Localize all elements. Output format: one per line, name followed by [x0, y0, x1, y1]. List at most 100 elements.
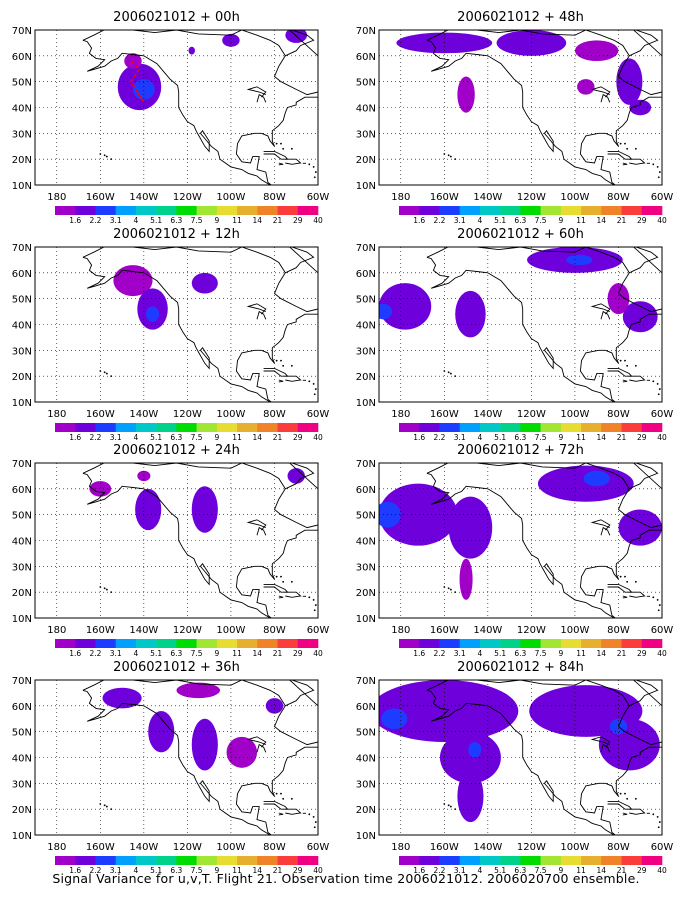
- island: [656, 599, 659, 601]
- variance-contour: [265, 698, 284, 714]
- coastline: [629, 463, 659, 490]
- y-tick-label: 10N: [356, 181, 376, 192]
- y-tick-label: 60N: [12, 269, 32, 280]
- island: [634, 364, 637, 367]
- colorbar-label: 2.2: [433, 649, 445, 658]
- x-tick-label: 60W: [307, 192, 330, 203]
- colorbar-swatch: [500, 856, 521, 865]
- colorbar-swatch: [95, 206, 116, 215]
- y-tick-label: 20N: [12, 805, 32, 816]
- x-tick-label: 140W: [129, 842, 158, 853]
- colorbar-swatch: [520, 639, 541, 648]
- colorbar-label: 4: [478, 866, 483, 875]
- island: [658, 821, 661, 823]
- island: [313, 609, 316, 612]
- x-tick-label: 140W: [129, 625, 158, 636]
- island: [105, 805, 108, 808]
- variance-contour: [188, 46, 196, 55]
- colorbar-swatch: [95, 639, 116, 648]
- x-tick-label: 120W: [173, 192, 202, 203]
- colorbar: 1.6 2.2 3.1 4 5.1 6.3 7.5 9 11 14 21 29 40: [399, 206, 667, 225]
- colorbar-swatch: [75, 639, 96, 648]
- x-tick-label: 80W: [607, 625, 630, 636]
- colorbar-label: 5.1: [150, 649, 162, 658]
- y-tick-label: 60N: [356, 269, 376, 280]
- colorbar-label: 40: [657, 649, 667, 658]
- island: [656, 816, 659, 818]
- y-tick-label: 30N: [356, 562, 376, 573]
- island: [657, 826, 660, 829]
- colorbar-label: 4: [134, 216, 139, 225]
- colorbar-swatch: [459, 639, 481, 648]
- coastline: [289, 463, 318, 490]
- coastline: [629, 375, 646, 382]
- variance-contour: [618, 509, 662, 546]
- coastline: [278, 379, 284, 383]
- coastline: [82, 472, 271, 618]
- y-tick-label: 50N: [356, 728, 376, 739]
- island: [454, 808, 457, 811]
- y-tick-label: 50N: [12, 728, 32, 739]
- colorbar-label: 21: [273, 649, 283, 658]
- x-tick-label: 60W: [307, 625, 330, 636]
- coastline: [289, 680, 318, 707]
- coastline: [600, 310, 611, 320]
- colorbar-label: 6.3: [514, 649, 526, 658]
- island: [619, 142, 622, 145]
- colorbar-swatch: [297, 423, 319, 432]
- colorbar-swatch: [95, 856, 116, 865]
- island: [619, 575, 622, 578]
- plot-frame: [378, 462, 663, 619]
- coastline: [246, 519, 267, 531]
- variance-contour: [566, 254, 593, 266]
- coastline: [633, 463, 662, 490]
- island: [290, 147, 293, 150]
- coastline: [426, 39, 615, 185]
- y-tick-label: 30N: [12, 562, 32, 573]
- variance-contour: [222, 33, 240, 47]
- island: [282, 797, 285, 800]
- colorbar-label: 1.6: [413, 866, 425, 875]
- coastline: [426, 247, 662, 402]
- coastline: [622, 812, 628, 816]
- colorbar-swatch: [55, 639, 76, 648]
- x-tick-label: 100W: [560, 842, 589, 853]
- coastline: [629, 680, 659, 707]
- y-tick-label: 70N: [356, 676, 376, 687]
- x-tick-label: 180: [47, 409, 66, 420]
- plot-frame: [378, 29, 663, 186]
- coastlines: [426, 30, 662, 185]
- y-tick-label: 30N: [12, 129, 32, 140]
- colorbar: 1.6 2.2 3.1 4 5.1 6.3 7.5 9 11 14 21 29 40: [399, 639, 667, 658]
- x-tick-label: 60W: [307, 409, 330, 420]
- x-tick-label: 80W: [607, 842, 630, 853]
- island: [634, 580, 637, 583]
- island: [313, 826, 316, 829]
- island: [308, 163, 311, 166]
- coastline: [246, 303, 267, 315]
- colorbar-swatch: [115, 206, 137, 215]
- island: [443, 586, 446, 588]
- colorbar-label: 5.1: [150, 216, 162, 225]
- variance-contour: [381, 708, 408, 730]
- island: [308, 813, 311, 816]
- coastline: [285, 463, 315, 490]
- colorbar-label: 29: [637, 433, 647, 442]
- colorbar-swatch: [500, 206, 521, 215]
- coastline: [426, 463, 662, 618]
- island: [449, 588, 452, 591]
- colorbar-label: 4: [134, 866, 139, 875]
- coastline: [629, 808, 646, 815]
- y-tick-label: 50N: [12, 295, 32, 306]
- island: [447, 804, 450, 807]
- x-tick-label: 100W: [560, 192, 589, 203]
- x-tick-label: 100W: [560, 625, 589, 636]
- coastline: [82, 463, 318, 618]
- y-tick-label: 70N: [356, 459, 376, 470]
- colorbar-swatch: [641, 206, 663, 215]
- coastline: [263, 150, 289, 160]
- colorbar-label: 21: [273, 866, 283, 875]
- colorbar-swatch: [520, 856, 541, 865]
- x-tick-label: 160W: [430, 409, 459, 420]
- colorbar-swatch: [439, 856, 460, 865]
